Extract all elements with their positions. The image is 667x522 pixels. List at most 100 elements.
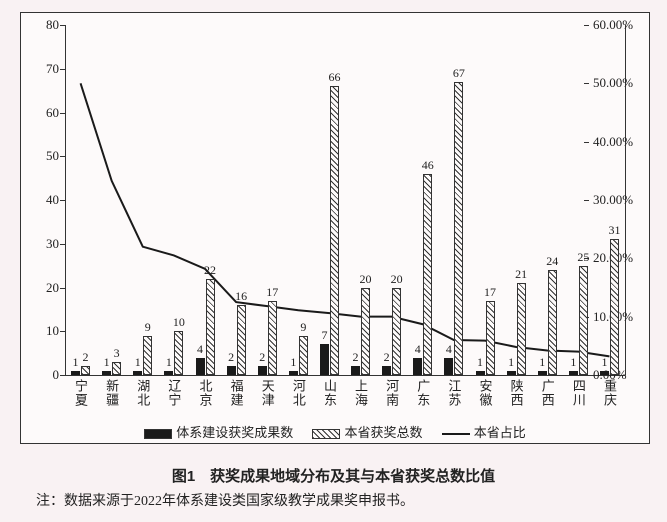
bar-series2 [206,279,215,375]
bar-label-series2: 21 [515,267,527,282]
x-category-label: 天津 [258,379,277,407]
bar-label-series1: 1 [104,355,110,370]
bar-series1 [351,366,360,375]
bar-series1 [133,371,142,375]
bar-label-series1: 2 [259,350,265,365]
bar-series1 [569,371,578,375]
bar-label-series2: 24 [546,254,558,269]
bar-label-series1: 2 [228,350,234,365]
x-axis: 宁夏新疆湖北辽宁北京福建天津河北山东上海河南广东江苏安徽陕西广西四川重庆 [65,377,625,419]
bar-series1 [227,366,236,375]
legend-item-series1: 体系建设获奖成果数 [144,422,293,441]
bar-series1 [320,344,329,375]
bar-series2 [454,82,463,375]
bar-series2 [268,301,277,375]
bar-series1 [102,371,111,375]
line-path [81,83,610,356]
bar-label-series1: 1 [601,355,607,370]
legend-label-series1: 体系建设获奖成果数 [176,425,293,440]
legend-swatch-hatched [312,429,340,439]
plot-area: 1213191104222162171976622022044646711712… [65,25,625,375]
bar-series2 [361,288,370,376]
bar-series1 [164,371,173,375]
figure-note: 注：数据来源于2022年体系建设类国家级教学成果奖申报书。 [0,490,667,510]
x-category-label: 福建 [227,379,246,407]
chart-container: 01020304050607080 0.00%10.00%20.00%30.00… [0,0,667,522]
bar-label-series2: 16 [235,289,247,304]
bar-series2 [299,336,308,375]
bar-series2 [548,270,557,375]
bar-label-series2: 20 [360,272,372,287]
y-left-tick-label: 0 [53,367,60,383]
legend-item-series3: 本省占比 [442,422,526,441]
bar-label-series1: 1 [539,355,545,370]
legend: 体系建设获奖成果数 本省获奖总数 本省占比 [21,422,649,441]
bar-series1 [258,366,267,375]
x-category-label: 四川 [569,379,588,407]
x-category-label: 山东 [320,379,339,407]
bar-series1 [413,358,422,376]
x-axis-line [65,375,625,376]
bar-label-series1: 4 [197,342,203,357]
bar-label-series2: 31 [608,223,620,238]
bar-label-series2: 2 [83,350,89,365]
bar-label-series2: 67 [453,66,465,81]
x-category-label: 陕西 [507,379,526,407]
bar-series2 [392,288,401,376]
x-category-label: 江苏 [444,379,463,407]
bar-label-series2: 20 [391,272,403,287]
x-category-label: 辽宁 [164,379,183,407]
bar-label-series1: 1 [166,355,172,370]
bar-label-series1: 4 [446,342,452,357]
x-category-label: 宁夏 [71,379,90,407]
bar-label-series1: 4 [415,342,421,357]
bar-label-series1: 1 [508,355,514,370]
bar-label-series1: 1 [570,355,576,370]
bar-label-series2: 46 [422,158,434,173]
bar-series2 [423,174,432,375]
bar-series1 [382,366,391,375]
legend-label-series2: 本省获奖总数 [344,425,422,440]
y-left-tick-label: 10 [46,323,59,339]
y-left-tick-label: 30 [46,236,59,252]
legend-item-series2: 本省获奖总数 [312,422,422,441]
y-axis-left: 01020304050607080 [21,25,65,375]
bar-series2 [81,366,90,375]
bar-series1 [289,371,298,375]
y-left-tick-label: 50 [46,148,59,164]
y-left-tick-label: 20 [46,280,59,296]
x-category-label: 重庆 [600,379,619,407]
bar-label-series2: 17 [266,285,278,300]
x-category-label: 河南 [382,379,401,407]
bar-series2 [486,301,495,375]
x-category-label: 广东 [413,379,432,407]
bar-series1 [196,358,205,376]
bar-label-series2: 9 [300,320,306,335]
legend-label-series3: 本省占比 [474,425,526,440]
bar-series2 [143,336,152,375]
bar-label-series2: 3 [114,346,120,361]
bar-label-series1: 1 [135,355,141,370]
x-category-label: 河北 [289,379,308,407]
bar-label-series2: 25 [577,250,589,265]
x-category-label: 广西 [538,379,557,407]
x-category-label: 安徽 [476,379,495,407]
legend-swatch-line [442,433,470,435]
figure-title: 图1 获奖成果地域分布及其与本省获奖总数比值 [0,465,667,486]
bar-label-series2: 17 [484,285,496,300]
y-left-tick-label: 80 [46,17,59,33]
bar-series1 [538,371,547,375]
bar-label-series1: 1 [477,355,483,370]
bar-series2 [112,362,121,375]
bar-series2 [330,86,339,375]
bar-series2 [517,283,526,375]
bar-series2 [237,305,246,375]
y-left-tick-label: 60 [46,105,59,121]
y-left-tick-label: 40 [46,192,59,208]
chart-box: 01020304050607080 0.00%10.00%20.00%30.00… [20,12,650,444]
x-category-label: 北京 [196,379,215,407]
bar-series2 [174,331,183,375]
bar-series1 [71,371,80,375]
legend-swatch-solid [144,429,172,439]
bar-label-series1: 7 [321,328,327,343]
